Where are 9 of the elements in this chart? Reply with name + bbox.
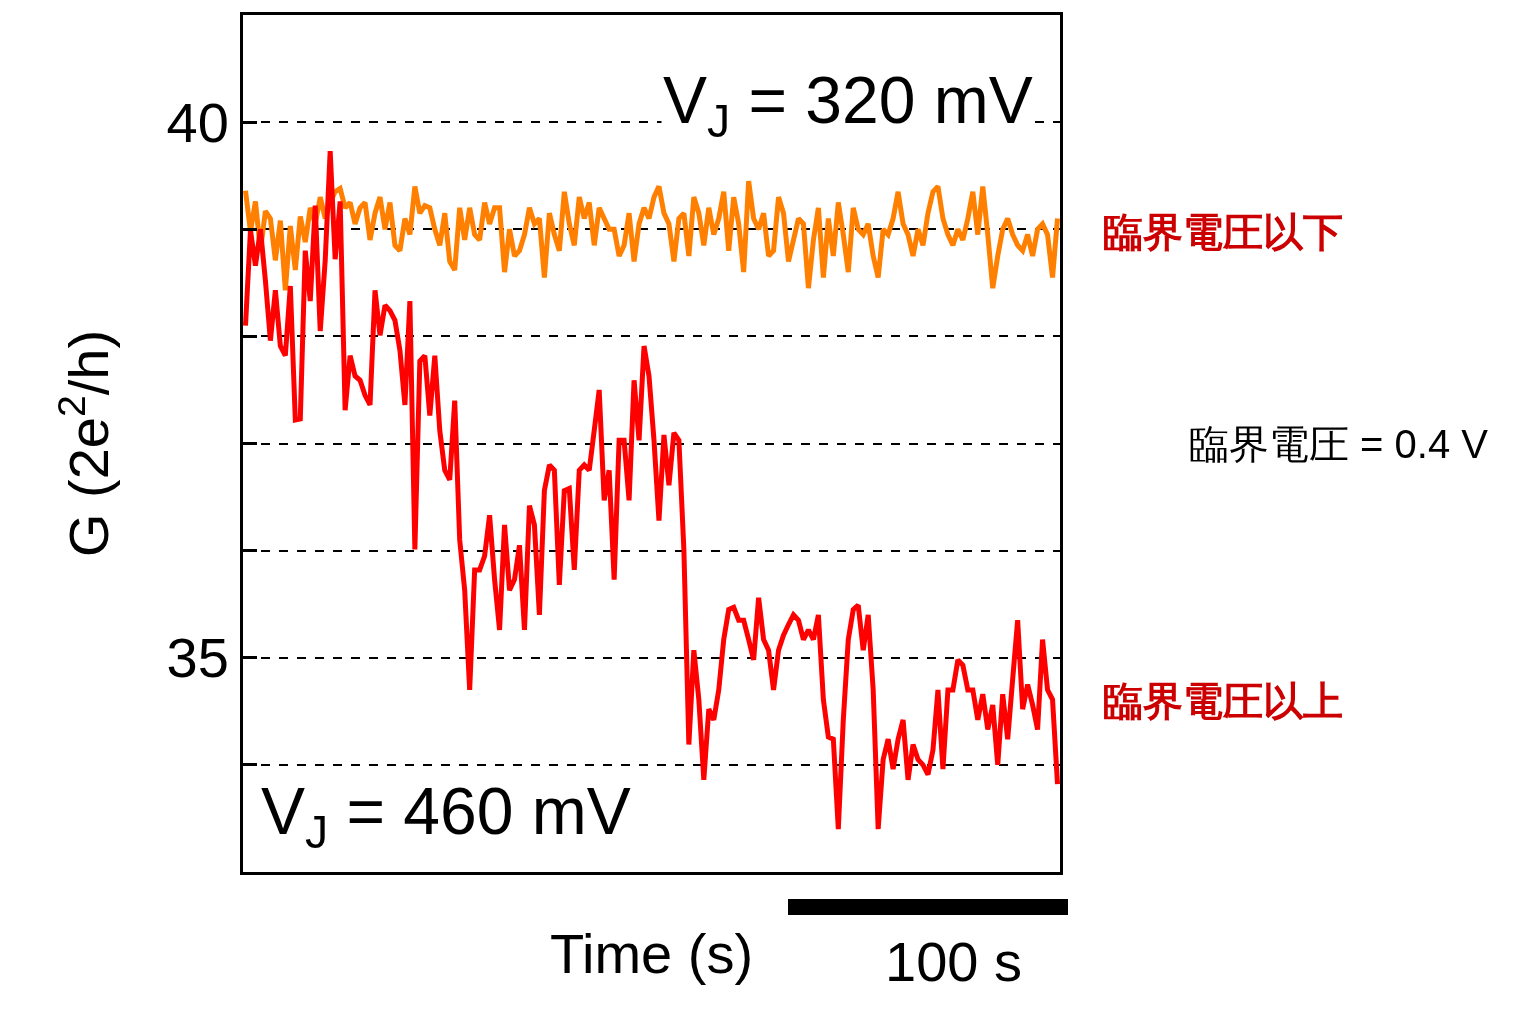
annotation: V$_{J}$ = 320 mV	[663, 63, 1033, 147]
annotation: V$_{J}$ = 460 mV	[261, 774, 631, 858]
text: 臨界電圧以下	[1103, 210, 1343, 254]
y-tick-label: 35	[166, 626, 229, 690]
x-axis-title: Time (s)	[549, 921, 754, 985]
y-tick-label: 40	[166, 90, 229, 154]
text: 臨界電圧以上	[1103, 679, 1343, 723]
text: 臨界電圧 = 0.4 V	[1189, 422, 1489, 466]
text: 100 s	[885, 930, 1022, 993]
